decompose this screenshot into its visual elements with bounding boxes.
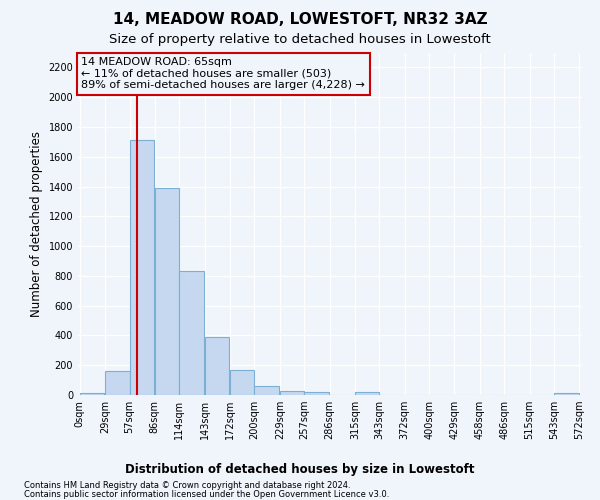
Bar: [155, 188, 179, 395]
Bar: [80, 393, 104, 395]
Bar: [230, 370, 254, 395]
Text: Contains HM Land Registry data © Crown copyright and database right 2024.: Contains HM Land Registry data © Crown c…: [24, 481, 350, 490]
Y-axis label: Number of detached properties: Number of detached properties: [30, 130, 43, 317]
Text: 14 MEADOW ROAD: 65sqm
← 11% of detached houses are smaller (503)
89% of semi-det: 14 MEADOW ROAD: 65sqm ← 11% of detached …: [82, 57, 365, 90]
Text: Size of property relative to detached houses in Lowestoft: Size of property relative to detached ho…: [109, 32, 491, 46]
Bar: [254, 386, 279, 395]
Text: Contains public sector information licensed under the Open Government Licence v3: Contains public sector information licen…: [24, 490, 389, 499]
Bar: [304, 392, 329, 395]
Bar: [205, 337, 229, 395]
Bar: [280, 390, 304, 395]
Text: 14, MEADOW ROAD, LOWESTOFT, NR32 3AZ: 14, MEADOW ROAD, LOWESTOFT, NR32 3AZ: [113, 12, 487, 28]
Bar: [179, 272, 204, 395]
Bar: [554, 393, 578, 395]
Text: Distribution of detached houses by size in Lowestoft: Distribution of detached houses by size …: [125, 462, 475, 475]
Bar: [130, 140, 154, 395]
Bar: [355, 392, 379, 395]
Bar: [105, 371, 130, 395]
